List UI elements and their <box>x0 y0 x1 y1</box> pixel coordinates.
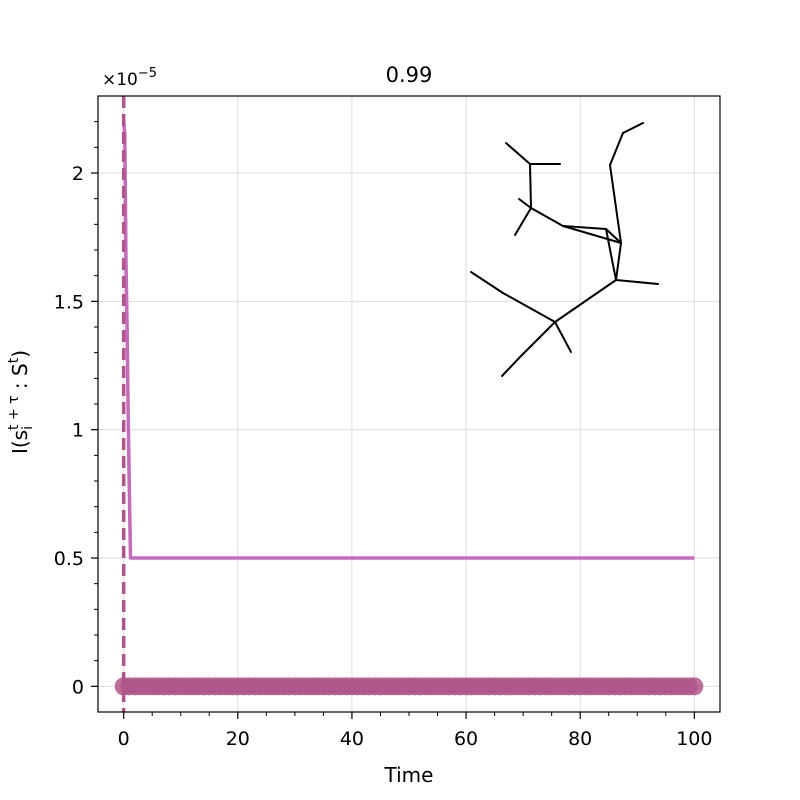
x-axis-label: Time <box>384 763 434 787</box>
y-tick-label-3: 1.5 <box>54 291 84 313</box>
network-inset <box>470 122 659 377</box>
ticks: 0 20 40 60 80 100 0 0.5 1 1.5 2 <box>54 121 712 750</box>
x-tick-label-0: 0 <box>118 728 130 750</box>
y-tick-label-4: 2 <box>72 163 84 185</box>
network-edge-0 <box>505 142 531 165</box>
network-edge-18 <box>470 271 504 294</box>
network-edge-8 <box>605 228 622 244</box>
grid <box>98 96 720 712</box>
y-label-mid: : S <box>8 363 32 395</box>
y-label-sup: t + τ <box>6 395 22 430</box>
network-edge-10 <box>615 242 622 281</box>
network-edge-3 <box>518 198 532 209</box>
network-edge-2 <box>529 163 532 209</box>
network-edge-15 <box>554 279 617 323</box>
marker-100 <box>685 677 704 696</box>
network-edge-19 <box>519 321 556 358</box>
y-tick-label-2: 1 <box>72 420 84 442</box>
y-multiplier-exp: −5 <box>138 66 157 81</box>
y-tick-label-1: 0.5 <box>54 548 84 570</box>
axes-frame <box>97 95 721 713</box>
network-edge-17 <box>502 292 556 323</box>
network-edge-7 <box>562 225 622 244</box>
series-layer <box>121 96 695 712</box>
y-label-end: ) <box>8 350 32 358</box>
x-tick-label-5: 100 <box>676 728 712 750</box>
network-edge-9 <box>605 228 617 281</box>
network-edge-5 <box>530 207 564 227</box>
series-line <box>121 121 695 560</box>
network-edge-6 <box>562 225 607 230</box>
y-label-sub: i <box>20 426 36 430</box>
network-edge-11 <box>615 279 659 285</box>
network-edge-14 <box>622 122 644 134</box>
y-multiplier-base: ×10 <box>102 70 138 90</box>
network-edge-16 <box>554 321 572 353</box>
network-edge-20 <box>501 356 521 377</box>
network-edge-13 <box>609 132 624 166</box>
y-axis-label: I(sit + τ : St) <box>6 350 36 454</box>
y-multiplier: ×10−5 <box>102 66 157 90</box>
x-tick-label-4: 80 <box>568 728 592 750</box>
network-edge-12 <box>609 164 622 244</box>
y-label-base: I(s <box>8 430 32 454</box>
markers-layer <box>114 677 704 696</box>
x-tick-label-3: 60 <box>454 728 478 750</box>
axes <box>97 95 721 713</box>
chart-title: 0.99 <box>386 63 433 87</box>
network-edge-4 <box>514 207 532 236</box>
y-label-sup2: t <box>6 357 22 363</box>
y-tick-label-0: 0 <box>72 676 84 698</box>
x-tick-label-2: 40 <box>340 728 364 750</box>
x-tick-label-1: 20 <box>226 728 250 750</box>
